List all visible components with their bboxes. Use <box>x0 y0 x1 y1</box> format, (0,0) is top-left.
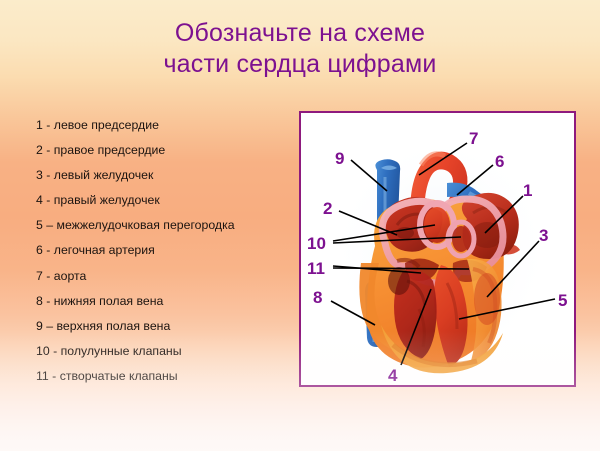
list-item: 7 - аорта <box>36 268 87 283</box>
callout-3[interactable]: 3 <box>539 226 549 245</box>
callout-4[interactable]: 4 <box>388 366 398 385</box>
list-item: 9 – верхняя полая вена <box>36 318 171 333</box>
list-item: 5 – межжелудочковая перегородка <box>36 218 235 233</box>
callout-9[interactable]: 9 <box>335 149 345 168</box>
page-title: Обозначьте на схеме части сердца цифрами <box>163 19 437 78</box>
legend-list: 1 - левое предсердие 2 - правое предсерд… <box>36 113 294 389</box>
list-item: 1 - левое предсердие <box>36 118 159 132</box>
callout-8[interactable]: 8 <box>313 288 323 307</box>
callout-1[interactable]: 1 <box>523 181 533 200</box>
right-ventricle-wall <box>359 263 423 357</box>
semilunar-valve-aortic <box>445 219 477 259</box>
callout-5[interactable]: 5 <box>558 291 568 310</box>
list-item: 3 - левый желудочек <box>36 168 154 183</box>
heart-diagram-frame: 9 7 6 1 2 3 10 11 8 5 4 <box>299 111 576 387</box>
heart-anatomy-illustration <box>301 113 574 385</box>
leader-lines <box>330 142 556 366</box>
interventricular-septum <box>433 265 468 367</box>
callout-7[interactable]: 7 <box>469 129 479 148</box>
callout-11[interactable]: 11 <box>307 259 325 278</box>
callout-10[interactable]: 10 <box>307 234 326 253</box>
list-item: 2 - правое предсердие <box>36 143 166 158</box>
list-item: 4 - правый желудочек <box>36 193 160 208</box>
callout-2[interactable]: 2 <box>323 199 333 218</box>
list-item: 11 - створчатые клапаны <box>36 368 178 383</box>
list-item: 10 - полулунные клапаны <box>36 343 182 358</box>
list-item: 6 - легочная артерия <box>36 243 155 258</box>
list-item: 8 - нижняя полая вена <box>36 293 164 308</box>
heart-diagram: 9 7 6 1 2 3 10 11 8 5 4 <box>301 113 574 385</box>
callout-6[interactable]: 6 <box>495 152 505 171</box>
